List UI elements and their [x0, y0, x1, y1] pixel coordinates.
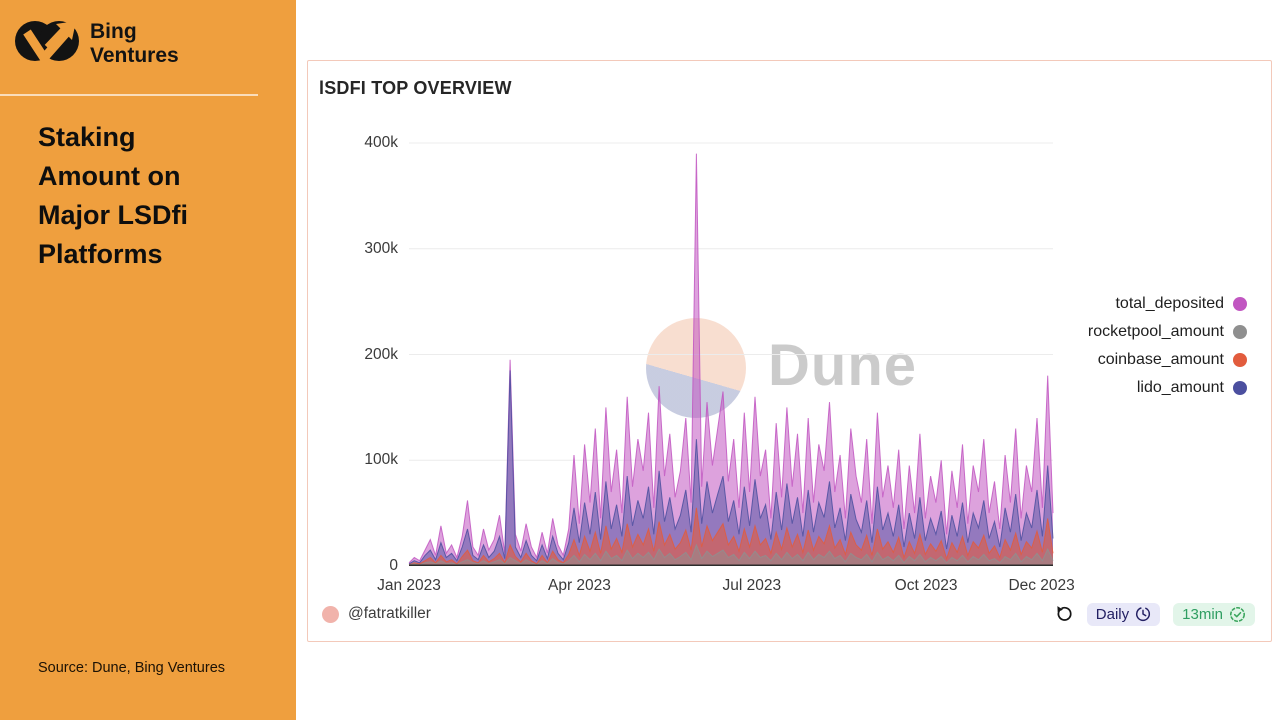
legend-item-lido_amount[interactable]: lido_amount: [1088, 378, 1247, 398]
series-area-rocketpool_amount: [409, 544, 1053, 566]
area-chart[interactable]: [408, 142, 1054, 566]
series-line-coinbase_amount: [408, 507, 1054, 566]
legend-item-total_deposited[interactable]: total_deposited: [1088, 294, 1247, 314]
legend-label: coinbase_amount: [1097, 351, 1224, 368]
age-badge[interactable]: 13min: [1173, 602, 1255, 626]
legend-dot-icon: [1233, 353, 1247, 367]
legend-label: total_deposited: [1115, 295, 1224, 312]
age-badge-label: 13min: [1182, 605, 1223, 623]
clock-icon: [1136, 606, 1151, 622]
chart-title: lSDFI TOP OVERVIEW: [319, 78, 512, 98]
slide-title: Staking Amount on Major LSDfi Platforms: [38, 122, 189, 269]
y-tick-200k: 200k: [364, 345, 398, 363]
x-tick-Jul-2023: Jul 2023: [722, 577, 782, 594]
x-tick-Apr-2023: Apr 2023: [548, 577, 611, 594]
y-tick-400k: 400k: [364, 134, 398, 151]
plot-area[interactable]: [408, 142, 1054, 566]
bing-ventures-logo: Bing Ventures: [14, 16, 179, 71]
legend-label: lido_amount: [1136, 379, 1224, 396]
legend-label: rocketpool_amount: [1087, 323, 1224, 340]
refresh-button[interactable]: [1054, 604, 1074, 624]
sidebar: Bing Ventures Staking Amount on Major LS…: [0, 0, 296, 720]
author-avatar: [322, 605, 339, 623]
series-area-total_deposited: [409, 153, 1053, 566]
dune-chart-card: lSDFI TOP OVERVIEW 0 100k 200k 300k 400k Jan…: [307, 60, 1272, 642]
y-tick-100k: 100k: [364, 451, 398, 469]
card-footer: @fatratkiller Daily 13min: [322, 601, 1255, 627]
x-tick-Oct-2023: Oct 2023: [894, 577, 958, 594]
series-line-total_deposited: [408, 153, 1054, 564]
x-tick-Jan-2023: Jan 2023: [377, 577, 441, 594]
rotate-ccw-icon: [1057, 606, 1072, 621]
legend-item-rocketpool_amount[interactable]: rocketpool_amount: [1088, 322, 1247, 342]
bing-ventures-logo-icon: [14, 16, 80, 71]
frequency-badge-label: Daily: [1095, 605, 1130, 623]
series-line-lido_amount: [408, 370, 1054, 565]
y-tick-300k: 300k: [364, 239, 398, 257]
series-area-lido_amount: [409, 370, 1053, 566]
y-tick-0: 0: [389, 557, 398, 574]
chart-legend: total_deposited rocketpool_amount coinbase…: [1088, 294, 1247, 398]
legend-dot-icon: [1233, 381, 1247, 395]
dune-watermark-text: Dune: [768, 333, 917, 398]
legend-dot-icon: [1233, 325, 1247, 339]
sidebar-divider: [0, 94, 258, 96]
badge-check-icon: [1229, 606, 1246, 622]
x-tick-Dec-2023: Dec 2023: [1008, 577, 1075, 594]
series-line-rocketpool_amount: [408, 543, 1054, 566]
footer-controls: Daily 13min: [1054, 602, 1255, 626]
author-handle[interactable]: @fatratkiller: [348, 605, 431, 622]
source-note: Source: Dune, Bing Ventures: [38, 660, 226, 676]
legend-item-coinbase_amount[interactable]: coinbase_amount: [1088, 350, 1247, 370]
frequency-badge[interactable]: Daily: [1086, 602, 1161, 626]
legend-dot-icon: [1233, 297, 1247, 311]
logo-wordmark: Bing Ventures: [90, 19, 179, 67]
